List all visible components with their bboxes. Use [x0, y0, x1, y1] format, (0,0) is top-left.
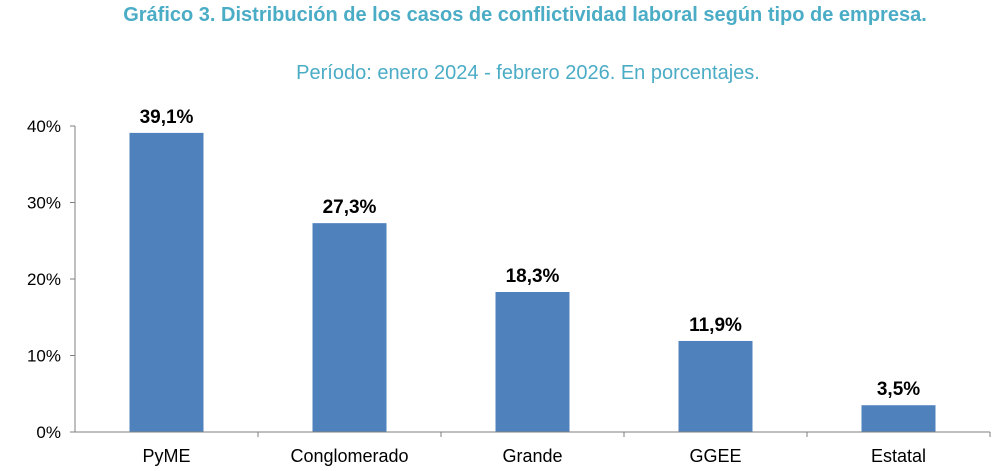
x-tick-label: PyME	[142, 446, 190, 466]
data-label: 11,9%	[689, 315, 742, 336]
data-labels: 39,1% 27,3% 18,3% 11,9% 3,5%	[140, 107, 921, 400]
bar-grande	[495, 292, 570, 432]
bar-ggee	[678, 340, 753, 432]
y-tick-label: 10%	[27, 347, 61, 366]
y-tick-label: 0%	[36, 423, 61, 442]
data-label: 18,3%	[506, 266, 560, 287]
x-tick-label: GGEE	[689, 446, 741, 466]
chart-subtitle: Período: enero 2024 - febrero 2026. En p…	[296, 62, 760, 84]
y-tick-label: 40%	[27, 117, 61, 136]
y-tick-label: 30%	[27, 194, 61, 213]
data-label: 3,5%	[877, 379, 920, 400]
chart-title: Gráfico 3. Distribución de los casos de …	[123, 4, 927, 26]
x-tick-label: Estatal	[871, 446, 926, 466]
x-axis: PyME Conglomerado Grande GGEE Estatal	[75, 431, 991, 466]
x-tick-label: Conglomerado	[290, 446, 408, 466]
x-tick-label: Grande	[502, 446, 562, 466]
data-label: 39,1%	[140, 107, 194, 128]
data-label: 27,3%	[323, 197, 377, 218]
bar-pyme	[129, 132, 204, 432]
bars	[129, 132, 936, 432]
bar-estatal	[861, 405, 936, 432]
y-tick-label: 20%	[27, 270, 61, 289]
bar-conglomerado	[312, 223, 387, 432]
y-axis: 0% 10% 20% 30% 40%	[27, 117, 76, 442]
